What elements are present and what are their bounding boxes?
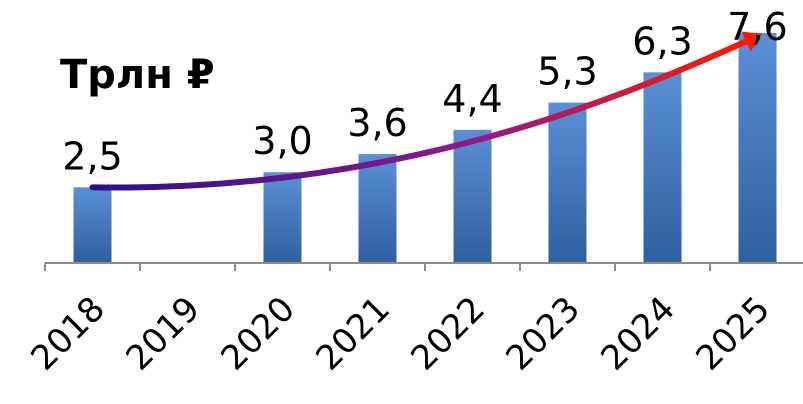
data-label-2020: 3,0 — [252, 119, 312, 163]
bar-2023 — [548, 102, 587, 264]
bars-layer — [73, 33, 777, 264]
bar-2025 — [738, 33, 777, 263]
bar-2022 — [453, 129, 492, 263]
x-tick-label: 2021 — [308, 289, 397, 378]
x-tick-label: 2020 — [213, 289, 302, 378]
x-tick-label: 2022 — [403, 289, 492, 378]
unit-label: Трлн ₽ — [60, 52, 215, 98]
data-label-2024: 6,3 — [632, 19, 692, 63]
x-tick-label: 2019 — [118, 289, 207, 378]
data-label-2022: 4,4 — [442, 77, 502, 121]
x-tick-label: 2023 — [498, 289, 587, 378]
bar-2018 — [73, 187, 112, 263]
data-label-2025: 7,6 — [727, 5, 787, 49]
x-tick-label: 2018 — [23, 289, 112, 378]
trend-arrow-layer — [89, 31, 763, 191]
bar-2020 — [263, 172, 302, 263]
x-tick-label: 2024 — [593, 289, 682, 378]
trend-arrow-head — [741, 31, 763, 52]
trend-arrow — [89, 36, 755, 191]
data-labels-layer: 2,5 3,0 3,6 4,4 5,3 6,3 7,6 — [62, 5, 787, 178]
bar-2021 — [358, 154, 397, 263]
bar-2024 — [643, 72, 682, 263]
data-label-2021: 3,6 — [347, 101, 407, 145]
data-label-2023: 5,3 — [537, 50, 597, 94]
x-axis: 2018 2019 2020 2021 2022 2023 2024 2025 — [23, 262, 803, 379]
x-tick-label: 2025 — [688, 289, 777, 378]
data-label-2018: 2,5 — [62, 134, 122, 178]
